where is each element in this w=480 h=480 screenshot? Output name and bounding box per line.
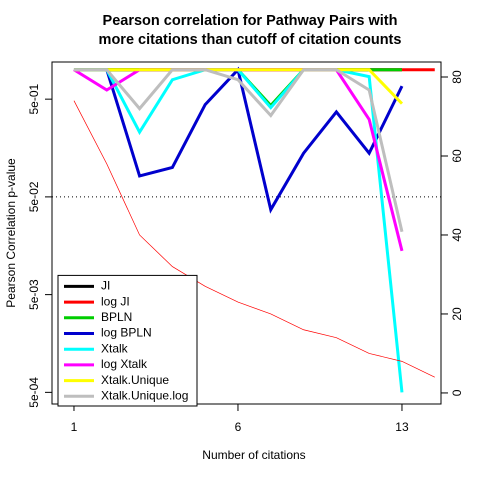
x-axis-label: Number of citations (202, 448, 305, 462)
y2-tick-label: 20 (450, 307, 464, 321)
y2-tick-label: 0 (450, 389, 464, 396)
legend-label: log JI (101, 294, 130, 308)
series-line (73, 100, 435, 378)
y2-tick-label: 80 (450, 70, 464, 84)
legend-label: BPLN (101, 310, 132, 324)
legend-label: log BPLN (101, 326, 152, 340)
chart-title: Pearson correlation for Pathway Pairs wi… (103, 13, 398, 29)
y-axis-label: Pearson Correlation p-value (4, 158, 18, 308)
series-line (73, 68, 404, 105)
x-tick-label: 13 (395, 420, 409, 434)
x-tick-label: 1 (71, 420, 78, 434)
legend-label: JI (101, 279, 110, 293)
legend-label: Xtalk.Unique (101, 373, 169, 387)
y-tick-label: 5e-01 (27, 83, 41, 114)
y2-tick-label: 60 (450, 149, 464, 163)
legend-label: log Xtalk (101, 357, 148, 371)
series-line (73, 68, 404, 252)
x-tick-label: 6 (235, 420, 242, 434)
legend-label: Xtalk (101, 341, 129, 355)
y-tick-label: 5e-04 (27, 377, 41, 408)
y2-tick-label: 40 (450, 228, 464, 242)
series-line (73, 68, 404, 233)
legend-box (57, 274, 198, 407)
legend-label: Xtalk.Unique.log (101, 388, 188, 402)
y-tick-label: 5e-03 (27, 279, 41, 310)
y-tick-label: 5e-02 (27, 181, 41, 212)
chart-title: more citations than cutoff of citation c… (99, 32, 402, 48)
plot-frame (51, 61, 442, 405)
